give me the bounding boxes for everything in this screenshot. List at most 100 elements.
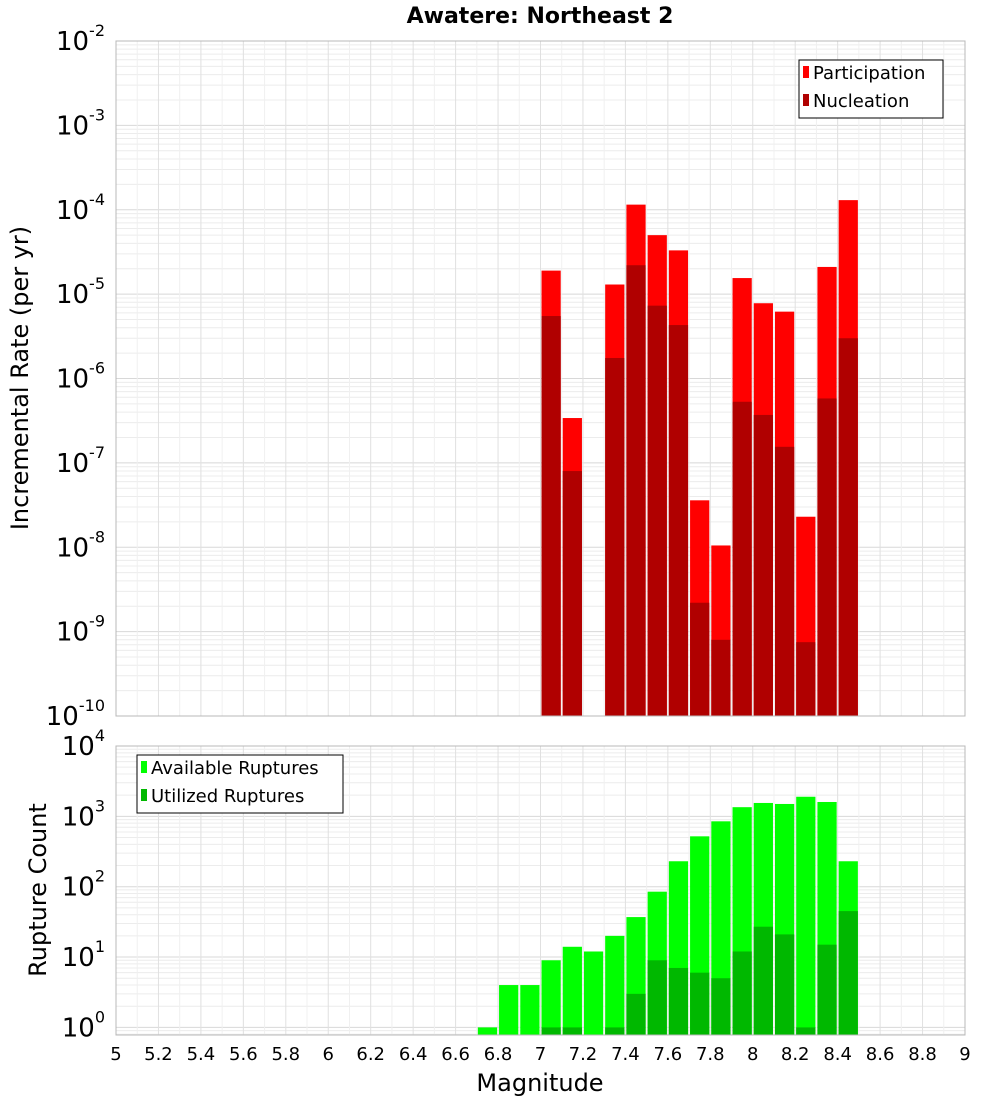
bar (541, 960, 561, 1035)
bar (541, 316, 561, 716)
bar (817, 944, 837, 1035)
x-tick-label: 6.8 (484, 1044, 513, 1065)
y-tick-label: 10-2 (56, 21, 105, 57)
x-tick-label: 7 (535, 1044, 546, 1065)
bar (583, 951, 604, 1035)
y-tick-base: 10 (62, 732, 95, 762)
bar (690, 972, 710, 1035)
x-tick-label: 7.4 (611, 1044, 640, 1065)
y-tick-label: 10-9 (56, 612, 105, 648)
bar (732, 401, 752, 716)
bar (499, 985, 519, 1035)
y-tick-base: 10 (56, 111, 89, 141)
plot-frame (115, 745, 966, 1036)
bar (774, 934, 795, 1035)
bar (562, 471, 582, 716)
bar (732, 951, 752, 1035)
x-tick-label: 6.6 (441, 1044, 470, 1065)
x-tick-label: 8 (747, 1044, 758, 1065)
y-tick-base: 10 (56, 280, 89, 310)
bar (753, 414, 773, 716)
y-tick-label: 100 (62, 1007, 105, 1043)
x-tick-label: 7.8 (696, 1044, 725, 1065)
y-tick-exp: -3 (89, 105, 105, 124)
bar (838, 911, 858, 1035)
bar (796, 1027, 816, 1035)
plot-frame (115, 40, 966, 717)
bar (838, 338, 858, 716)
legend-box (136, 754, 344, 814)
bar (605, 1027, 625, 1035)
bar (626, 993, 646, 1035)
y-tick-exp: -9 (89, 612, 105, 631)
bar (711, 639, 731, 716)
bar (668, 967, 689, 1035)
y-tick-base: 10 (56, 27, 89, 57)
x-tick-labels: 5 5.2 5.4 5.6 5.8 6 6.2 6.4 6.6 6.8 7 7.2 7.4 7.6 7.8 8… (110, 1044, 970, 1065)
y-tick-exp: -6 (89, 359, 105, 378)
bar (796, 642, 816, 716)
y-tick-label: 10-7 (56, 443, 105, 479)
legend-label: Available Ruptures (151, 758, 319, 779)
bar (477, 1027, 498, 1035)
y-tick-label: 10-6 (56, 359, 105, 395)
series-1 (541, 265, 858, 716)
y-tick-exp: -2 (89, 21, 105, 40)
y-tick-label: 103 (62, 796, 105, 832)
y-tick-base: 10 (46, 702, 79, 732)
y-tick-exp: -4 (89, 190, 105, 209)
bar (520, 985, 540, 1035)
bar (647, 305, 667, 716)
y-tick-exp: -7 (89, 443, 105, 462)
y-tick-exp: 3 (95, 796, 105, 815)
legend-label: Utilized Ruptures (151, 786, 304, 807)
y-tick-label: 10-3 (56, 105, 105, 141)
y-tick-label: 10-8 (56, 527, 105, 563)
x-tick-label: 8.4 (823, 1044, 852, 1065)
bar (796, 796, 816, 1035)
y-tick-base: 10 (62, 802, 95, 832)
y-tick-base: 10 (62, 1013, 95, 1043)
y-tick-label: 10-4 (56, 190, 105, 226)
x-axis-title: Magnitude (476, 1069, 603, 1097)
y-tick-label: 101 (62, 937, 105, 973)
x-tick-label: 5.2 (144, 1044, 173, 1065)
bar (753, 926, 773, 1035)
x-tick-label: 8.2 (781, 1044, 810, 1065)
y-tick-exp: -10 (79, 696, 105, 715)
legend: Available Ruptures Utilized Ruptures (136, 754, 344, 814)
bar (541, 1027, 561, 1035)
x-tick-label: 5.6 (229, 1044, 258, 1065)
y-tick-base: 10 (56, 196, 89, 226)
y-tick-base: 10 (62, 873, 95, 903)
x-tick-label: 8.6 (866, 1044, 895, 1065)
bar (626, 265, 646, 716)
bar (668, 325, 689, 716)
y-tick-base: 10 (62, 943, 95, 973)
bar (774, 446, 795, 716)
y-tick-base: 10 (56, 618, 89, 648)
x-tick-label: 9 (959, 1044, 970, 1065)
y-tick-exp: 4 (95, 726, 105, 745)
legend-box (798, 59, 944, 119)
legend: Participation Nucleation (798, 59, 944, 119)
y-tick-label: 102 (62, 867, 105, 903)
y-tick-exp: -8 (89, 527, 105, 546)
x-tick-label: 6.4 (399, 1044, 428, 1065)
bar (605, 935, 625, 1035)
bar (817, 398, 837, 716)
series-1 (541, 911, 858, 1035)
legend-label: Nucleation (813, 91, 909, 112)
legend-swatch (803, 66, 809, 78)
x-tick-label: 5.8 (271, 1044, 300, 1065)
x-tick-label: 6.2 (356, 1044, 385, 1065)
y-tick-label: 104 (62, 726, 105, 762)
x-tick-label: 5.4 (187, 1044, 216, 1065)
x-tick-label: 8.8 (908, 1044, 937, 1065)
y-tick-label: 10-5 (56, 274, 105, 310)
